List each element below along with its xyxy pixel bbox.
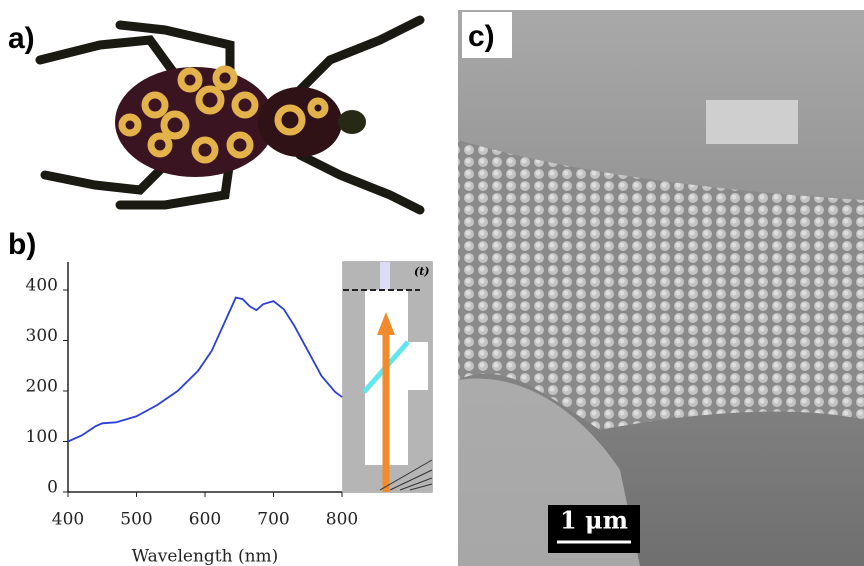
y-tick-label: 0 bbox=[47, 478, 58, 498]
panel-label: a) bbox=[8, 22, 35, 55]
x-tick-label: 800 bbox=[326, 510, 358, 530]
beetle-spots bbox=[118, 65, 329, 164]
panel-label: c) bbox=[468, 20, 495, 53]
y-tick-label: 100 bbox=[26, 427, 58, 447]
label-box bbox=[462, 12, 512, 58]
x-axis-label: Wavelength (nm) bbox=[132, 547, 279, 566]
sem-fragment bbox=[706, 100, 798, 144]
scale-bar-label: 1 μm bbox=[560, 506, 628, 535]
sem-texture bbox=[458, 140, 864, 430]
x-tick-label: 500 bbox=[120, 510, 152, 530]
beetle-head bbox=[338, 110, 366, 134]
spectrum-line bbox=[67, 296, 343, 443]
scale-bar-box bbox=[548, 505, 640, 553]
schematic: (t) bbox=[342, 261, 433, 493]
y-tick-label: 400 bbox=[26, 276, 58, 296]
schematic-label: (t) bbox=[414, 265, 430, 278]
x-tick-label: 600 bbox=[189, 510, 221, 530]
y-tick-label: 300 bbox=[26, 326, 58, 346]
y-tick-label: 200 bbox=[26, 377, 58, 397]
x-tick-label: 400 bbox=[52, 510, 84, 530]
panel-label: b) bbox=[8, 228, 36, 261]
x-tick-label: 700 bbox=[257, 510, 289, 530]
